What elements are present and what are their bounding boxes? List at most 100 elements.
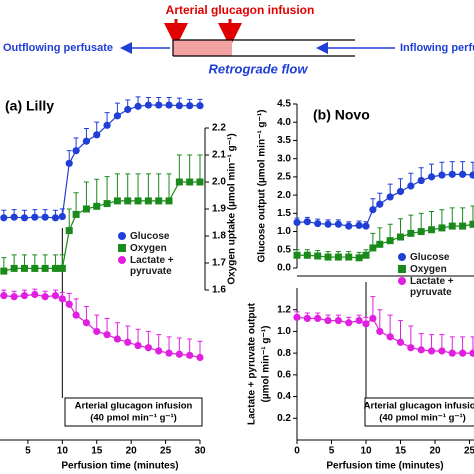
error-bar: [125, 173, 131, 201]
data-point: [124, 338, 132, 346]
data-point: [448, 349, 456, 357]
y-tick-label: 1.5: [277, 208, 291, 219]
data-point: [0, 292, 8, 300]
data-point: [459, 170, 467, 178]
legend-item: Lactate + pyruvate: [398, 276, 472, 298]
annotation-box: [364, 397, 474, 427]
data-point: [20, 292, 29, 300]
data-point: [31, 290, 39, 299]
error-bar: [166, 173, 172, 201]
data-point: [345, 222, 353, 230]
data-point: [93, 327, 101, 336]
x-tick-label: 20: [126, 446, 138, 457]
y2-tick-label: 1.6: [212, 285, 226, 296]
data-point: [175, 350, 183, 358]
legend-item: Oxygen: [398, 264, 472, 275]
data-point: [58, 264, 66, 272]
legend-swatch: [118, 244, 126, 252]
data-point: [369, 314, 377, 322]
data-point: [186, 351, 194, 359]
y-tick-label: 2.5: [277, 172, 291, 183]
data-point: [72, 311, 80, 319]
data-point: [469, 171, 474, 179]
y2-tick-label: 1.8: [212, 231, 226, 242]
data-point: [448, 222, 456, 230]
error-bar: [370, 296, 376, 319]
y2-tick-label: 1.9: [212, 204, 226, 215]
data-point: [362, 320, 370, 328]
error-bar: [94, 178, 100, 207]
data-point: [103, 200, 111, 208]
error-bar: [387, 314, 393, 337]
error-bar: [156, 173, 162, 201]
data-point: [386, 193, 394, 201]
data-point: [324, 220, 332, 228]
y2-tick-label: 0.8: [277, 348, 291, 359]
error-bar: [135, 173, 141, 201]
data-point: [58, 212, 66, 221]
legend-label: Oxygen: [130, 243, 167, 254]
data-point: [293, 313, 301, 321]
data-point: [397, 233, 404, 241]
data-point: [196, 353, 204, 362]
legend-swatch: [118, 256, 126, 264]
data-point: [165, 349, 173, 357]
data-point: [427, 173, 436, 181]
data-point: [134, 197, 142, 205]
legend: Glucose Oxygen Lactate + pyruvate: [398, 252, 472, 299]
annotation-text: Arterial glucagon infusion: [364, 401, 474, 412]
y2-tick-label: 2.0: [212, 177, 226, 188]
data-point: [41, 264, 49, 272]
x-axis-label: Perfusion time (minutes): [326, 461, 443, 472]
data-point: [324, 316, 332, 325]
data-point: [355, 316, 363, 325]
panel-title: (b) Novo: [313, 107, 370, 123]
y-tick-label: 2.0: [277, 190, 291, 201]
data-point: [376, 240, 384, 248]
y-tick-label: 4.0: [277, 117, 291, 128]
data-point: [186, 102, 194, 110]
error-bar: [408, 325, 414, 348]
data-point: [293, 251, 301, 259]
y2-axis-label: Oxygen uptake (µmol min⁻¹ g⁻¹): [227, 133, 238, 284]
error-bar: [187, 154, 193, 182]
data-point: [41, 213, 49, 221]
data-point: [355, 254, 363, 262]
y2-axis-label: Lactate + pyruvate output: [247, 302, 258, 425]
data-point: [345, 253, 353, 261]
data-point: [417, 346, 425, 354]
data-point: [10, 213, 18, 221]
error-bar: [66, 208, 72, 231]
legend-item: Glucose: [398, 252, 472, 263]
data-point: [314, 252, 322, 260]
data-point: [407, 344, 415, 352]
data-point: [124, 197, 132, 205]
data-point: [438, 347, 446, 355]
y2-axis-label: (µmol min⁻¹ g⁻¹): [261, 326, 272, 403]
data-point: [103, 121, 111, 129]
y2-tick-label: 1.0: [277, 326, 291, 337]
data-point: [144, 101, 152, 109]
data-point: [65, 159, 73, 167]
data-point: [93, 202, 101, 210]
data-point: [362, 222, 370, 230]
flow-label: Retrograde flow: [209, 61, 309, 76]
series-line: [296, 316, 473, 354]
annotation-text: Arterial glucagon infusion: [75, 401, 193, 412]
y-tick-label: 3.0: [277, 153, 291, 164]
series-line: [296, 173, 473, 227]
data-point: [72, 210, 80, 218]
y-axis-label: Glucose output (µmol min⁻¹ g⁻¹): [257, 110, 268, 263]
data-point: [20, 264, 28, 272]
legend-swatch: [398, 265, 406, 273]
data-point: [175, 102, 183, 110]
data-point: [144, 197, 152, 205]
data-point: [396, 338, 405, 346]
data-point: [51, 264, 59, 272]
data-point: [165, 101, 173, 109]
data-point: [0, 214, 8, 222]
error-bar: [83, 181, 89, 209]
data-point: [417, 176, 425, 185]
inflow-label: Inflowing perfusate: [400, 42, 474, 54]
